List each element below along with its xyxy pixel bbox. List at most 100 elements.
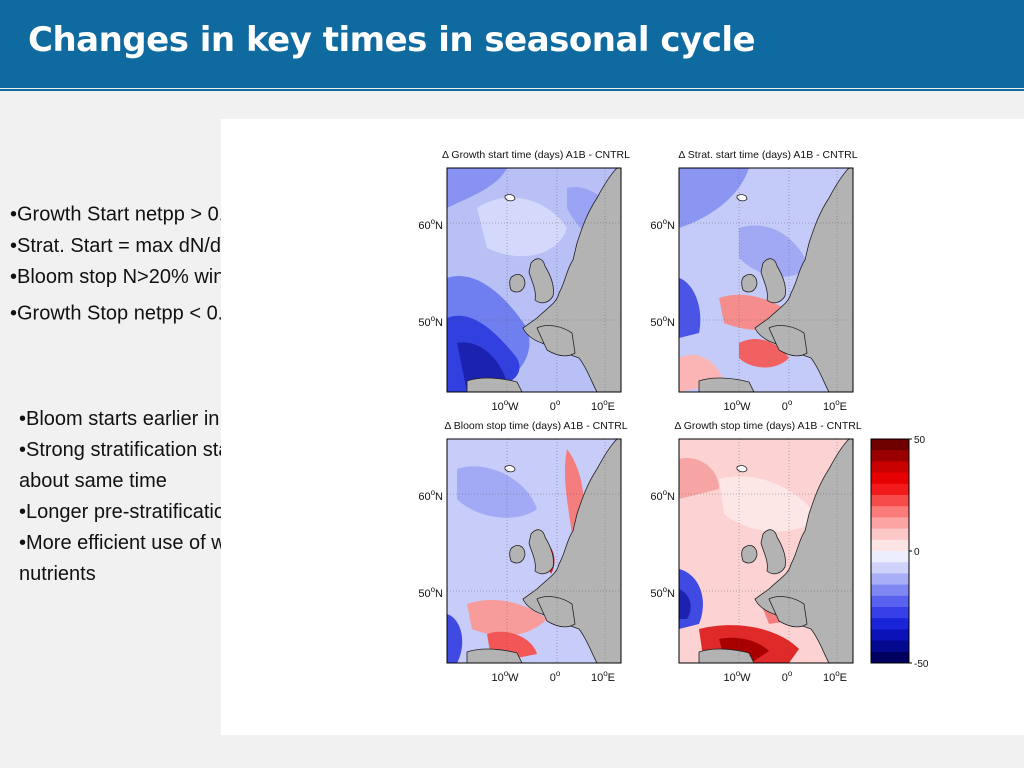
colorbar-step <box>871 461 909 474</box>
longitude-label: 10oE <box>591 398 615 413</box>
island-outline <box>504 465 516 473</box>
colorbar-tick-label: 50 <box>914 435 926 446</box>
longitude-label: 10oW <box>723 398 751 413</box>
hemisphere: N <box>435 220 443 232</box>
map-title: Δ Growth start time (days) A1B - CNTRL <box>442 149 630 161</box>
hemisphere: E <box>840 672 847 684</box>
longitude-label: 0o <box>550 669 561 684</box>
definition-item: •Strat. Start = max dN/dt <box>10 231 310 262</box>
degree-sign: o <box>431 488 436 497</box>
colorbar-step <box>871 472 909 485</box>
map-frame <box>678 438 854 664</box>
hemisphere: N <box>667 491 675 503</box>
longitude-label: 10oW <box>491 669 519 684</box>
longitude-label: 10oE <box>591 669 615 684</box>
colorbar-step <box>871 495 909 507</box>
map-anomaly-region <box>467 599 547 636</box>
great-britain <box>528 258 554 304</box>
degree-sign: o <box>603 669 608 678</box>
longitude-label: 10oW <box>723 669 751 684</box>
colorbar-step <box>871 439 909 451</box>
island-outline <box>736 194 748 202</box>
latitude-label: 50oN <box>418 314 443 329</box>
definition-text: •Bloom stop N>20% wint N <box>10 265 250 288</box>
colorbar-step <box>871 528 909 541</box>
degree-sign: o <box>663 314 668 323</box>
definitions-list: •Growth Start netpp > 0.1gCm-2d-1 •Strat… <box>10 194 310 329</box>
map-anomaly-region <box>447 614 463 663</box>
ireland <box>509 274 526 293</box>
colorbar: 50 0 -50 <box>870 435 929 670</box>
longitude-label: 0o <box>550 398 561 413</box>
latitude-label: 50oN <box>650 314 675 329</box>
degree-sign: o <box>504 669 509 678</box>
map-anomaly-region <box>679 278 701 338</box>
map-title: Δ Bloom stop time (days) A1B - CNTRL <box>444 420 627 432</box>
hemisphere: N <box>667 317 675 329</box>
colorbar-step <box>871 629 909 642</box>
ireland <box>741 274 758 293</box>
map-title: Δ Strat. start time (days) A1B - CNTRL <box>678 149 857 161</box>
slide-title: Changes in key times in seasonal cycle <box>28 20 756 60</box>
map-panel: Δ Strat. start time (days) A1B - CNTRL 60… <box>650 149 857 413</box>
degree-sign: o <box>556 669 561 678</box>
definition-text: •Strat. Start = max dN/dt <box>10 234 227 257</box>
degree-sign: o <box>603 398 608 407</box>
great-britain <box>760 529 786 575</box>
map-anomaly-region <box>447 168 507 208</box>
finding-line: nutrients <box>19 563 96 585</box>
map-anomaly-region <box>739 225 809 277</box>
map-anomaly-region <box>739 338 789 368</box>
map-panel: Δ Bloom stop time (days) A1B - CNTRL 60oN… <box>418 420 627 684</box>
title-bar: Changes in key times in seasonal cycle <box>0 0 1024 88</box>
finding-line: about same time <box>19 470 167 492</box>
land-mass <box>698 648 755 663</box>
colorbar-tick-label: 0 <box>914 547 920 558</box>
hemisphere: E <box>608 672 615 684</box>
great-britain <box>760 258 786 304</box>
land-mass <box>536 596 576 628</box>
hemisphere: E <box>840 401 847 413</box>
colorbar-step <box>871 483 909 496</box>
degree-sign: o <box>736 669 741 678</box>
great-britain <box>528 529 554 575</box>
colorbar-step <box>871 584 909 597</box>
colorbar-step <box>871 450 909 462</box>
finding-line: •Bloom starts earlier in A1B <box>19 408 262 430</box>
island-outline <box>504 194 516 202</box>
land-mass <box>536 325 576 357</box>
longitude-label: 10oE <box>823 398 847 413</box>
definition-text: •Growth Stop netpp < 0.1gCm <box>10 302 277 325</box>
latitude-label: 60oN <box>418 488 443 503</box>
degree-sign: o <box>788 669 793 678</box>
map-anomaly-region <box>679 589 691 619</box>
land-mass <box>466 648 523 663</box>
map-panel: Δ Growth start time (days) A1B - CNTRL 60… <box>418 149 630 413</box>
hemisphere: N <box>435 491 443 503</box>
latitude-label: 60oN <box>650 217 675 232</box>
colorbar-step <box>871 618 909 630</box>
ireland <box>741 545 758 564</box>
map-field <box>447 168 621 392</box>
degree-sign: o <box>663 217 668 226</box>
latitude-label: 60oN <box>650 488 675 503</box>
degree-sign: o <box>431 217 436 226</box>
map-frame <box>446 438 622 664</box>
ireland <box>509 545 526 564</box>
longitude-label: 0o <box>782 398 793 413</box>
degree-sign: o <box>835 398 840 407</box>
longitude-label: 0o <box>782 669 793 684</box>
map-field <box>447 439 621 663</box>
finding-line: •More efficient use of winter <box>19 532 265 554</box>
hemisphere: N <box>435 588 443 600</box>
definition-text: •Growth Start netpp > 0.1gCm <box>10 203 278 226</box>
latitude-label: 50oN <box>650 585 675 600</box>
hemisphere: N <box>667 220 675 232</box>
land-mass <box>466 377 523 392</box>
map-anomaly-region <box>679 458 719 499</box>
colorbar-step <box>871 573 909 586</box>
map-title: Δ Growth stop time (days) A1B - CNTRL <box>674 420 861 432</box>
hemisphere: W <box>508 401 519 413</box>
map-field <box>679 168 853 392</box>
hemisphere: N <box>435 317 443 329</box>
